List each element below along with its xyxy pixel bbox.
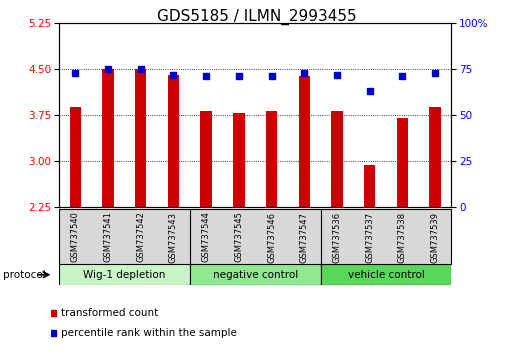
Point bbox=[169, 72, 177, 78]
Text: GSM737540: GSM737540 bbox=[71, 212, 80, 262]
Bar bbox=[266, 111, 278, 345]
Text: GSM737545: GSM737545 bbox=[234, 212, 243, 262]
Bar bbox=[70, 107, 81, 345]
Point bbox=[202, 74, 210, 79]
Text: GSM737537: GSM737537 bbox=[365, 212, 374, 263]
Point bbox=[136, 66, 145, 72]
Point bbox=[267, 74, 275, 79]
Point bbox=[104, 66, 112, 72]
Text: negative control: negative control bbox=[212, 270, 298, 280]
Text: vehicle control: vehicle control bbox=[348, 270, 424, 280]
Point bbox=[431, 70, 439, 75]
Text: GDS5185 / ILMN_2993455: GDS5185 / ILMN_2993455 bbox=[156, 9, 357, 25]
Bar bbox=[59, 209, 451, 264]
Text: GSM737538: GSM737538 bbox=[398, 212, 407, 263]
Bar bbox=[233, 113, 245, 345]
Text: GSM737542: GSM737542 bbox=[136, 212, 145, 262]
Bar bbox=[397, 118, 408, 345]
Point bbox=[333, 72, 341, 78]
Bar bbox=[168, 75, 179, 345]
Text: GSM737544: GSM737544 bbox=[202, 212, 211, 262]
Bar bbox=[429, 107, 441, 345]
Text: GSM737546: GSM737546 bbox=[267, 212, 276, 263]
Point bbox=[300, 70, 308, 75]
Text: GSM737547: GSM737547 bbox=[300, 212, 309, 263]
Bar bbox=[102, 69, 114, 345]
Point bbox=[398, 74, 406, 79]
Point bbox=[71, 70, 80, 75]
Text: percentile rank within the sample: percentile rank within the sample bbox=[62, 328, 237, 338]
Text: GSM737541: GSM737541 bbox=[104, 212, 112, 262]
Text: protocol: protocol bbox=[3, 270, 45, 280]
Bar bbox=[59, 264, 190, 285]
Bar bbox=[331, 111, 343, 345]
Bar bbox=[321, 264, 451, 285]
Bar bbox=[135, 69, 147, 345]
Text: GSM737543: GSM737543 bbox=[169, 212, 178, 263]
Text: Wig-1 depletion: Wig-1 depletion bbox=[83, 270, 166, 280]
Text: GSM737536: GSM737536 bbox=[332, 212, 342, 263]
Text: GSM737539: GSM737539 bbox=[430, 212, 440, 263]
Bar bbox=[299, 76, 310, 345]
Bar bbox=[364, 165, 376, 345]
Point bbox=[235, 74, 243, 79]
Text: transformed count: transformed count bbox=[62, 308, 159, 318]
Point bbox=[366, 88, 374, 94]
Bar bbox=[190, 264, 321, 285]
Bar bbox=[201, 111, 212, 345]
